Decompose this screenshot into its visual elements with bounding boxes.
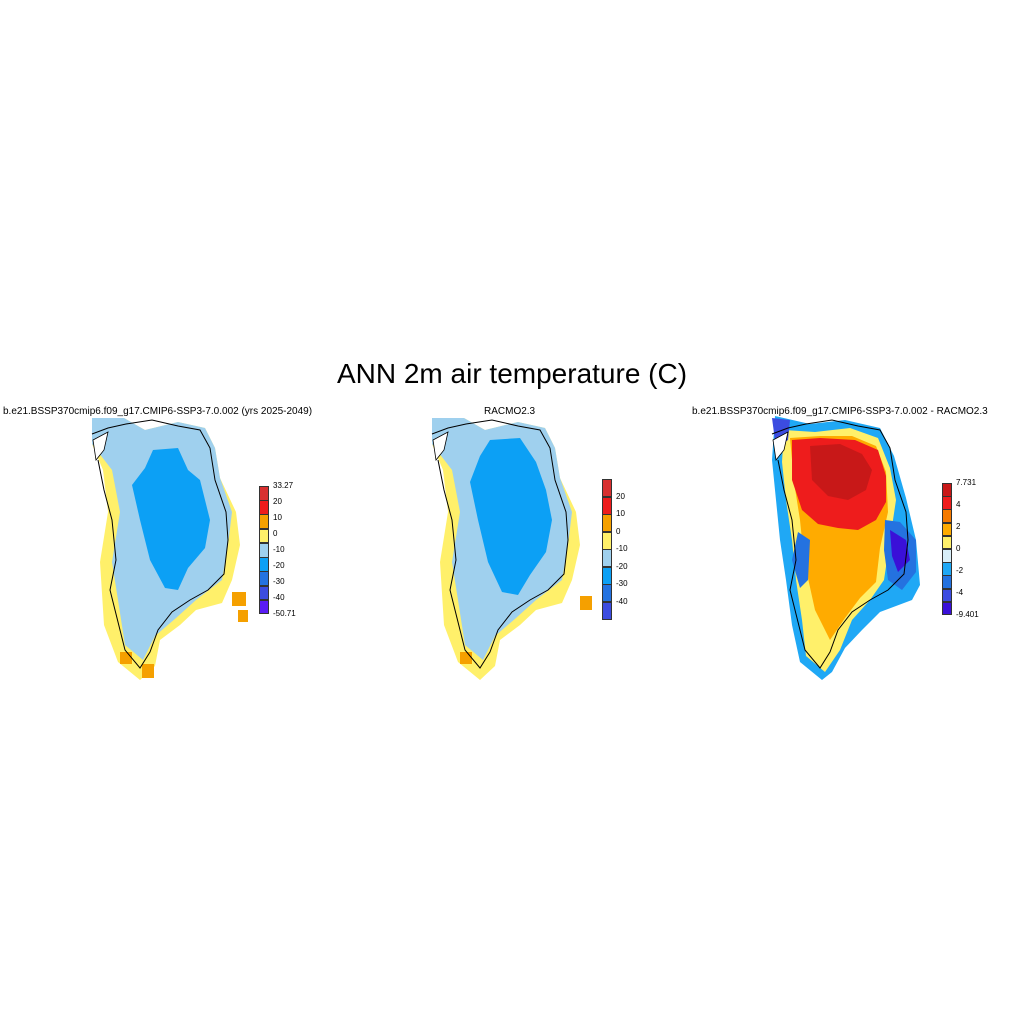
colorbar-label: -10 [273,545,285,554]
colorbar-segment [259,514,269,530]
colorbar-label: 10 [273,513,282,522]
panel-title-model: b.e21.BSSP370cmip6.f09_g17.CMIP6-SSP3-7.… [3,406,313,417]
colorbar-segment [602,601,612,620]
panel-title-racmo: RACMO2.3 [484,406,536,417]
colorbar-label: -4 [956,588,964,597]
colorbar-label: 20 [616,491,625,501]
colorbar-segment [259,585,269,601]
colorbar-label: -20 [616,561,628,571]
colorbar-segment [602,549,612,567]
colorbar-segment [259,528,269,544]
colorbar-label: 20 [273,497,282,506]
colorbar-label: -2 [956,566,964,575]
map-model [91,418,248,680]
colorbar-segment [259,599,269,615]
colorbar-label: -9.401 [956,610,979,619]
colorbar-segment [942,509,952,524]
colorbar-label: -20 [273,561,285,570]
map-difference [771,416,920,680]
colorbar-segment [259,571,269,587]
colorbar-segment [942,588,952,603]
colorbar-label: -40 [616,596,628,606]
colorbar-label: -40 [273,593,285,602]
colorbar-segment [942,496,952,510]
colorbar-label: 7.731 [956,478,977,487]
colorbar-segment [602,584,612,602]
colorbar-segment [602,479,612,497]
colorbar-segment [942,535,952,550]
colorbar-segment [259,557,269,572]
colorbar-label: -10 [616,544,628,553]
colorbar-segment [942,522,952,537]
map-racmo [431,418,592,680]
colorbar-label: -30 [273,577,285,586]
colorbar-segment [942,483,952,497]
colorbar-segment [942,562,952,576]
colorbar-label: 0 [956,544,961,553]
colorbar-segment [942,575,952,590]
colorbar-segment [602,496,612,515]
colorbar-label: 10 [616,509,625,518]
colorbar-label: 0 [616,526,621,536]
colorbar-segment [942,601,952,616]
colorbar-segment [259,542,269,558]
colorbar-segment [602,514,612,532]
colorbar-label: 33.27 [273,481,294,490]
figure-title: ANN 2m air temperature (C) [336,358,688,389]
colorbar-label: 0 [273,529,278,538]
colorbar-segment [259,486,269,501]
colorbar-segment [259,500,269,515]
colorbar-segment [602,531,612,550]
colorbar-label: 4 [956,500,961,509]
colorbar-segment [942,549,952,563]
panel-title-difference: b.e21.BSSP370cmip6.f09_g17.CMIP6-SSP3-7.… [692,406,988,417]
colorbar-label: 2 [956,522,961,531]
colorbar-label: -30 [616,579,628,588]
colorbar-segment [602,566,612,585]
colorbar-label: -50.71 [273,609,296,618]
